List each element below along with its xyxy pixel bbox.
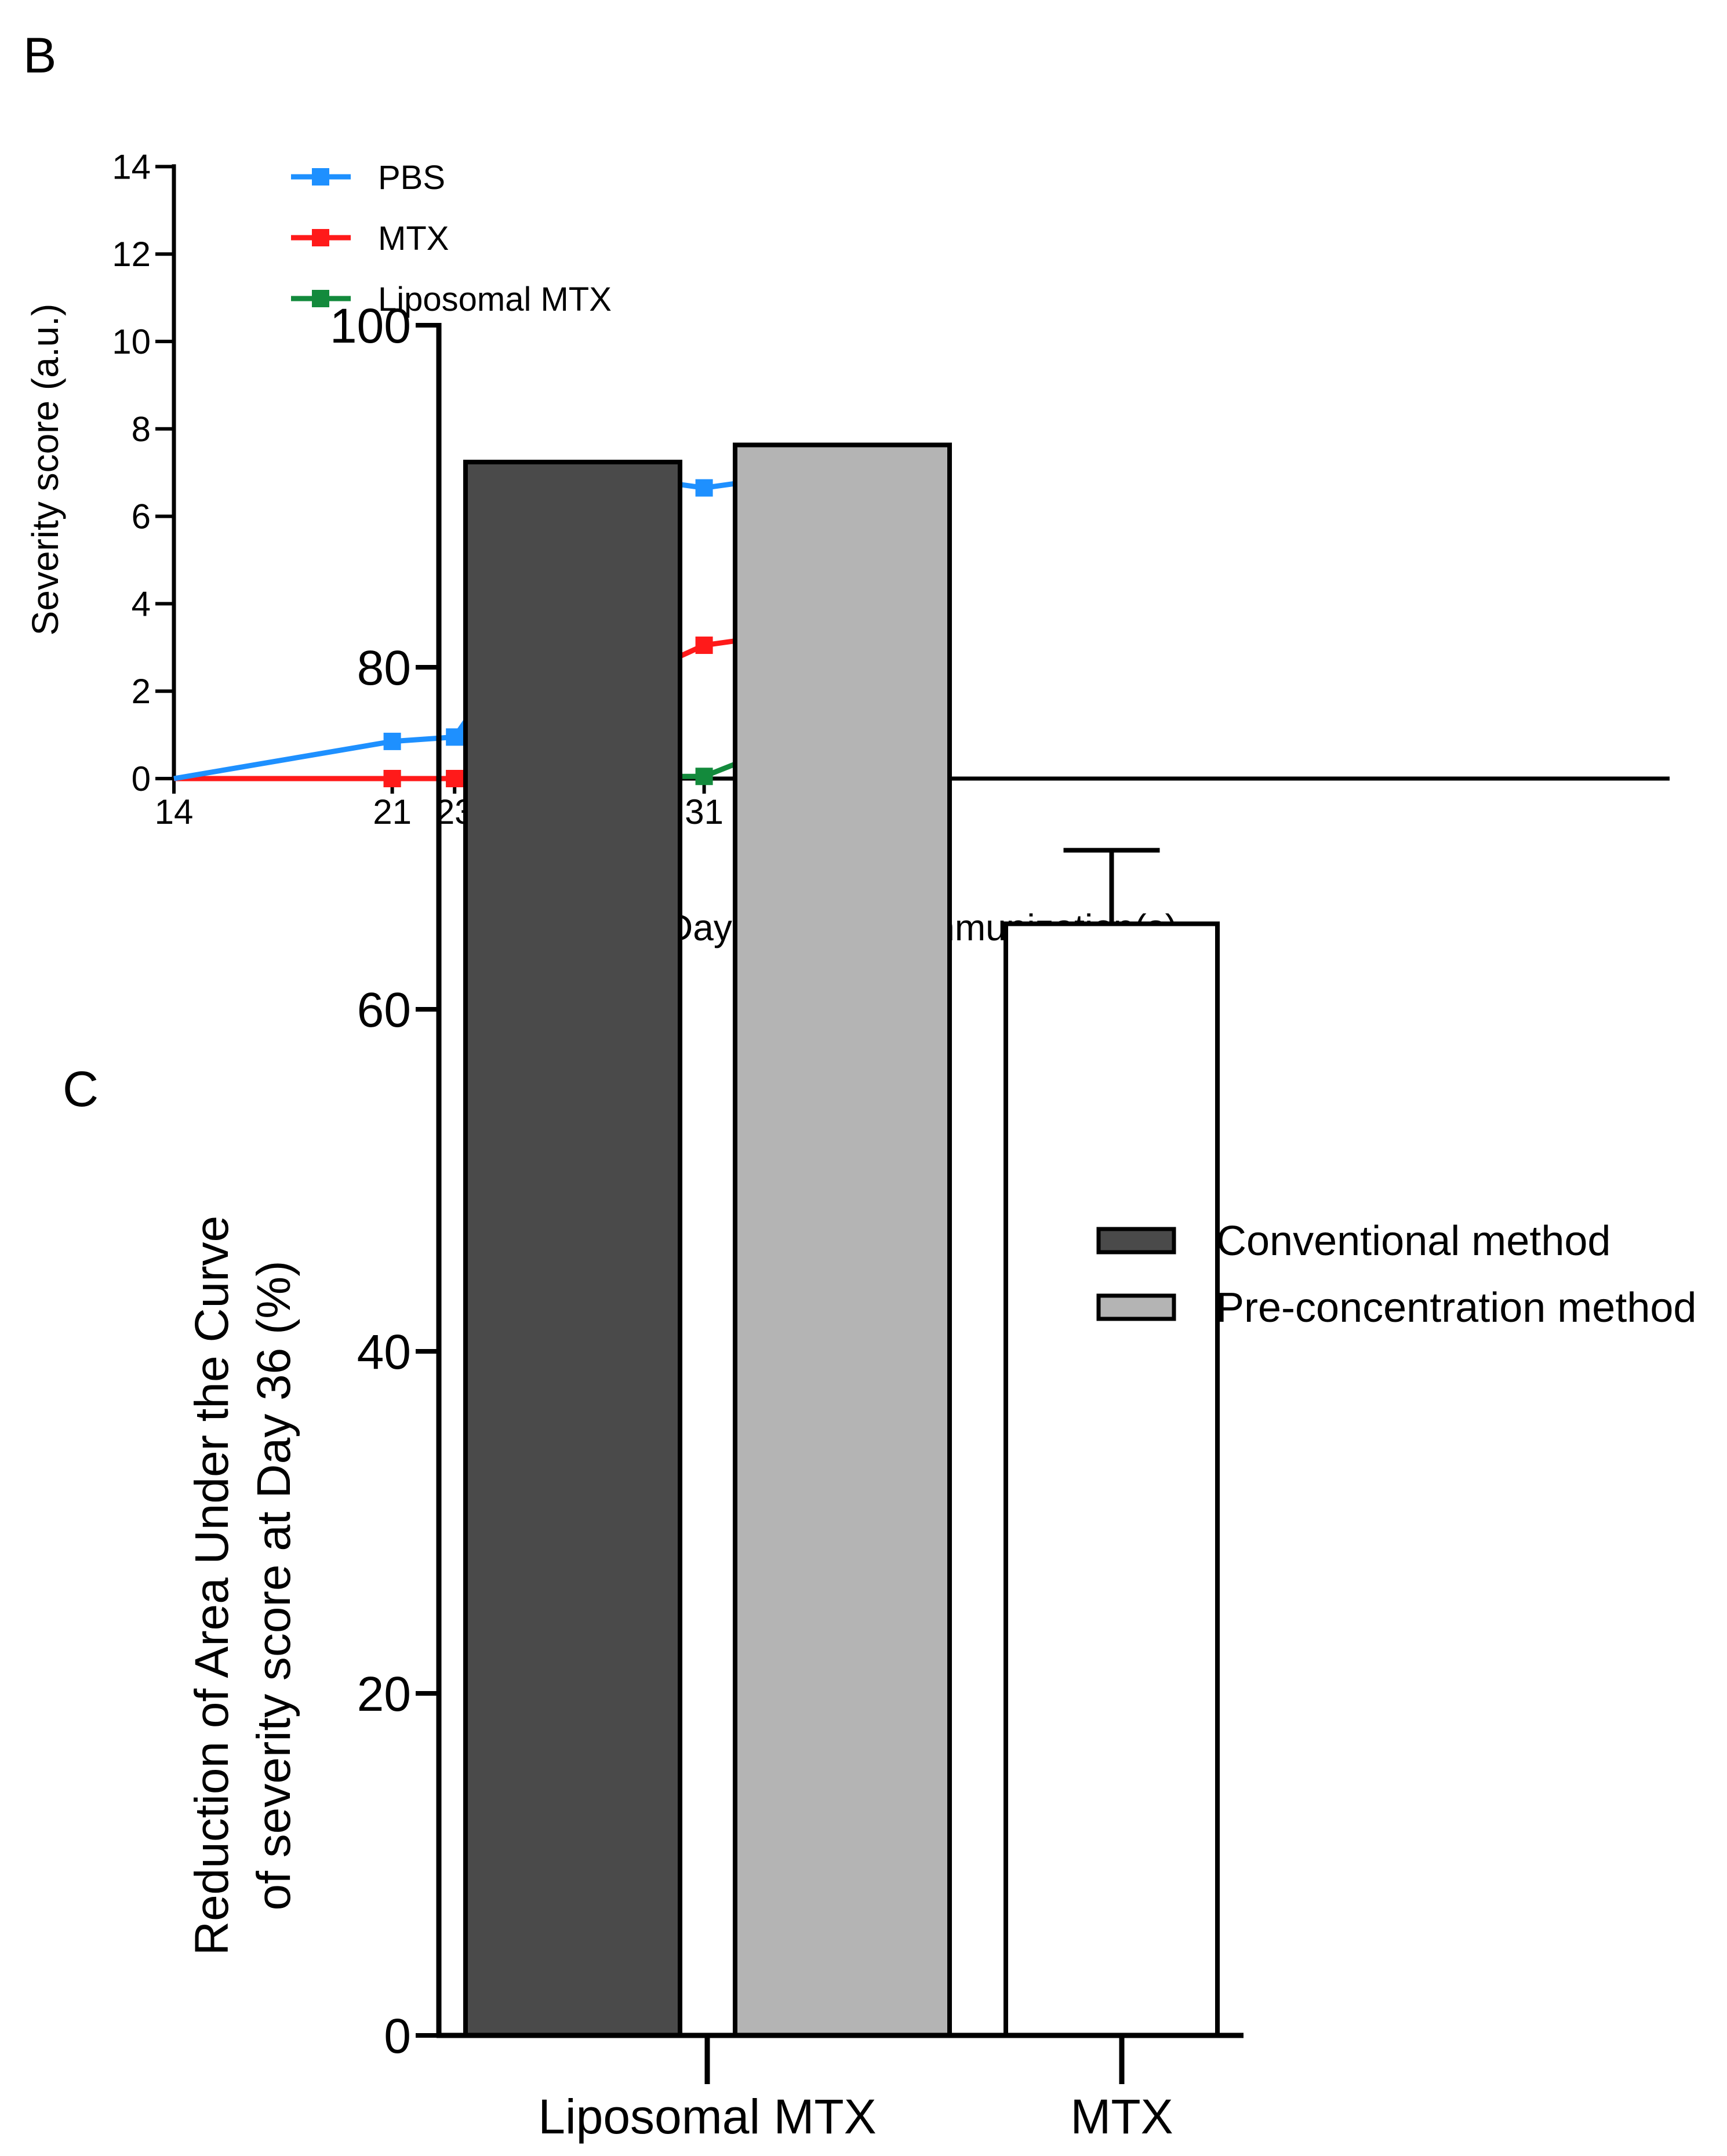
bar-chart-auc-reduction: 0 20 40 60 80 100 Liposomal MTX MTX Reduction of… <box>186 299 1696 2144</box>
data-point <box>695 479 713 497</box>
y-tick-label: 20 <box>357 1667 411 1721</box>
panel-label-c: C <box>63 1061 99 1117</box>
data-point <box>695 768 713 786</box>
legend-swatch <box>1096 1293 1176 1321</box>
y-axis-title-line1: Reduction of Area Under the Curve <box>186 1216 238 1955</box>
y-tick-label: 8 <box>132 410 151 449</box>
y-axis-title: Severity score (a.u.) <box>24 304 66 636</box>
y-tick-label: 12 <box>112 235 151 274</box>
x-tick-label: Liposomal MTX <box>538 2089 877 2144</box>
bar <box>733 442 952 2038</box>
data-point <box>695 637 713 655</box>
legend-label: Conventional method <box>1216 1218 1610 1264</box>
y-tick-label: 14 <box>112 147 151 186</box>
legend-label: MTX <box>378 220 449 257</box>
x-tick-label: 31 <box>685 792 723 831</box>
y-tick-label: 2 <box>132 672 151 711</box>
y-tick-label: 80 <box>357 641 411 695</box>
data-point <box>446 728 464 746</box>
data-point <box>383 732 401 750</box>
y-tick-label: 0 <box>384 2009 411 2063</box>
legend-label: PBS <box>378 159 445 197</box>
y-tick-label: 100 <box>330 299 411 353</box>
y-tick-label: 10 <box>112 322 151 361</box>
bar <box>1004 921 1220 2038</box>
legend-label: Pre-concentration method <box>1216 1285 1696 1331</box>
legend-marker <box>312 229 329 246</box>
y-tick-label: 40 <box>357 1325 411 1379</box>
y-tick-label: 4 <box>132 584 151 623</box>
y-tick-label: 0 <box>132 759 151 798</box>
x-tick-label: 14 <box>155 792 194 831</box>
bar <box>463 460 682 2038</box>
data-point <box>446 770 464 787</box>
y-tick-label: 6 <box>132 497 151 536</box>
panel-label-b: B <box>23 28 56 83</box>
x-tick-label: 21 <box>373 792 412 831</box>
legend-marker <box>312 290 329 307</box>
y-tick-label: 60 <box>357 983 411 1037</box>
x-tick-label: MTX <box>1070 2089 1173 2144</box>
legend-swatch <box>1096 1227 1176 1255</box>
y-axis-title-line2: of severity score at Day 36 (%) <box>248 1260 300 1910</box>
legend-marker <box>312 168 329 186</box>
data-point <box>383 770 401 787</box>
legend-label: Liposomal MTX <box>378 281 612 318</box>
